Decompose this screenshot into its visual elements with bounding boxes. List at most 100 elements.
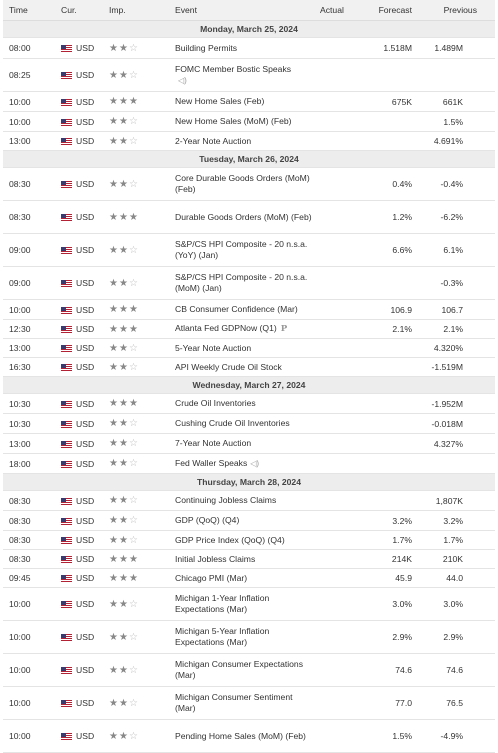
event-row[interactable]: 13:00 USD ★★☆ 7-Year Note Auction 4.327% bbox=[3, 433, 495, 454]
event-name[interactable]: Core Durable Goods Orders (MoM) (Feb) bbox=[169, 167, 314, 201]
event-title[interactable]: Pending Home Sales (MoM) (Feb) bbox=[175, 730, 306, 741]
event-title[interactable]: Michigan Consumer Sentiment (Mar) bbox=[175, 692, 293, 713]
event-title[interactable]: Fed Waller Speaks bbox=[175, 458, 248, 468]
event-title[interactable]: Core Durable Goods Orders (MoM) (Feb) bbox=[175, 173, 310, 194]
event-row[interactable]: 08:00 USD ★★☆ Building Permits 1.518M 1.489M bbox=[3, 37, 495, 59]
event-row[interactable]: 08:25 USD ★★☆ FOMC Member Bostic Speaks ◁) bbox=[3, 58, 495, 92]
event-row[interactable]: 08:30 USD ★★★ Durable Goods Orders (MoM) (F… bbox=[3, 200, 495, 234]
event-time: 09:00 bbox=[3, 266, 55, 300]
event-name[interactable]: Durable Goods Orders (MoM) (Feb) bbox=[169, 200, 314, 234]
event-name[interactable]: GDP (QoQ) (Q4) bbox=[169, 510, 314, 531]
event-row[interactable]: 13:00 USD ★★☆ 2-Year Note Auction 4.691% bbox=[3, 131, 495, 151]
event-name[interactable]: Michigan Consumer Sentiment (Mar) bbox=[169, 686, 314, 720]
event-name[interactable]: 5-Year Note Auction bbox=[169, 338, 314, 358]
event-title[interactable]: Michigan 5-Year Inflation Expectations (… bbox=[175, 626, 270, 647]
header-time[interactable]: Time bbox=[3, 0, 55, 21]
event-name[interactable]: S&P/CS HPI Composite - 20 n.s.a. (MoM) (… bbox=[169, 266, 314, 300]
event-name[interactable]: Cushing Crude Oil Inventories bbox=[169, 413, 314, 434]
event-actual bbox=[314, 686, 354, 720]
header-forecast[interactable]: Forecast bbox=[354, 0, 424, 21]
event-title[interactable]: New Home Sales (Feb) bbox=[175, 96, 265, 106]
event-title[interactable]: CB Consumer Confidence (Mar) bbox=[175, 304, 298, 314]
event-forecast: 6.6% bbox=[354, 233, 424, 267]
event-row[interactable]: 12:30 USD ★★★ Atlanta Fed GDPNow (Q1) P 2.1% 2… bbox=[3, 319, 495, 339]
event-row[interactable]: 10:00 USD ★★☆ Michigan 5-Year Inflation Exp… bbox=[3, 620, 495, 654]
event-name[interactable]: Initial Jobless Claims bbox=[169, 549, 314, 569]
event-title[interactable]: Cushing Crude Oil Inventories bbox=[175, 418, 290, 428]
event-row[interactable]: 09:00 USD ★★☆ S&P/CS HPI Composite - 20 n.s… bbox=[3, 233, 495, 267]
event-importance: ★★★ bbox=[103, 549, 169, 569]
event-name[interactable]: FOMC Member Bostic Speaks ◁) bbox=[169, 58, 314, 92]
event-title[interactable]: Crude Oil Inventories bbox=[175, 398, 256, 408]
event-row[interactable]: 16:30 USD ★★☆ API Weekly Crude Oil Stock -1.… bbox=[3, 357, 495, 377]
event-title[interactable]: Durable Goods Orders (MoM) (Feb) bbox=[175, 211, 312, 222]
event-row[interactable]: 10:30 USD ★★★ Crude Oil Inventories -1.952M bbox=[3, 393, 495, 414]
event-name[interactable]: Pending Home Sales (MoM) (Feb) bbox=[169, 719, 314, 753]
event-title[interactable]: API Weekly Crude Oil Stock bbox=[175, 361, 282, 372]
event-title[interactable]: Initial Jobless Claims bbox=[175, 553, 256, 564]
event-name[interactable]: GDP Price Index (QoQ) (Q4) bbox=[169, 530, 314, 550]
event-name[interactable]: Fed Waller Speaks ◁) bbox=[169, 453, 314, 474]
header-actual[interactable]: Actual bbox=[314, 0, 354, 21]
event-row[interactable]: 10:30 USD ★★☆ Cushing Crude Oil Inventories… bbox=[3, 413, 495, 434]
header-event[interactable]: Event bbox=[169, 0, 314, 21]
event-actual bbox=[314, 393, 354, 414]
event-name[interactable]: 7-Year Note Auction bbox=[169, 433, 314, 454]
event-time: 08:30 bbox=[3, 549, 55, 569]
event-name[interactable]: Michigan 1-Year Inflation Expectations (… bbox=[169, 587, 314, 621]
event-name[interactable]: Chicago PMI (Mar) bbox=[169, 568, 314, 588]
event-title[interactable]: Michigan 1-Year Inflation Expectations (… bbox=[175, 593, 270, 614]
event-previous: -4.9% bbox=[424, 719, 495, 753]
event-previous: -1.519M bbox=[424, 357, 495, 377]
event-name[interactable]: New Home Sales (MoM) (Feb) bbox=[169, 111, 314, 132]
event-title[interactable]: 7-Year Note Auction bbox=[175, 438, 252, 448]
event-actual bbox=[314, 111, 354, 132]
event-row[interactable]: 18:00 USD ★★☆ Fed Waller Speaks ◁) bbox=[3, 453, 495, 474]
event-name[interactable]: CB Consumer Confidence (Mar) bbox=[169, 299, 314, 320]
event-row[interactable]: 10:00 USD ★★☆ New Home Sales (MoM) (Feb) 1.5… bbox=[3, 111, 495, 132]
event-title[interactable]: GDP (QoQ) (Q4) bbox=[175, 515, 240, 525]
header-previous[interactable]: Previous bbox=[424, 0, 495, 21]
event-title[interactable]: 2-Year Note Auction bbox=[175, 135, 252, 146]
event-row[interactable]: 08:30 USD ★★☆ GDP (QoQ) (Q4) 3.2% 3.2% bbox=[3, 510, 495, 531]
event-row[interactable]: 10:00 USD ★★☆ Michigan Consumer Sentiment (… bbox=[3, 686, 495, 720]
event-row[interactable]: 10:00 USD ★★☆ Michigan Consumer Expectation… bbox=[3, 653, 495, 687]
event-name[interactable]: Michigan Consumer Expectations (Mar) bbox=[169, 653, 314, 687]
event-row[interactable]: 09:45 USD ★★★ Chicago PMI (Mar) 45.9 44.0 bbox=[3, 568, 495, 588]
event-name[interactable]: Michigan 5-Year Inflation Expectations (… bbox=[169, 620, 314, 654]
event-previous: 106.7 bbox=[424, 299, 495, 320]
event-row[interactable]: 08:30 USD ★★★ Initial Jobless Claims 214K 210… bbox=[3, 549, 495, 569]
star-icon: ★ bbox=[118, 304, 129, 315]
event-title[interactable]: Atlanta Fed GDPNow (Q1) bbox=[175, 323, 277, 333]
event-title[interactable]: GDP Price Index (QoQ) (Q4) bbox=[175, 534, 285, 545]
event-row[interactable]: 10:00 USD ★★★ CB Consumer Confidence (Mar) 1… bbox=[3, 299, 495, 320]
event-name[interactable]: Building Permits bbox=[169, 37, 314, 59]
event-title[interactable]: Building Permits bbox=[175, 42, 238, 53]
event-name[interactable]: API Weekly Crude Oil Stock bbox=[169, 357, 314, 377]
event-title[interactable]: S&P/CS HPI Composite - 20 n.s.a. (MoM) (… bbox=[175, 272, 308, 293]
event-name[interactable]: Atlanta Fed GDPNow (Q1) P bbox=[169, 319, 314, 339]
header-currency[interactable]: Cur. bbox=[55, 0, 103, 21]
event-title[interactable]: New Home Sales (MoM) (Feb) bbox=[175, 116, 292, 126]
header-importance[interactable]: Imp. bbox=[103, 0, 169, 21]
event-row[interactable]: 08:30 USD ★★☆ GDP Price Index (QoQ) (Q4) 1.7… bbox=[3, 530, 495, 550]
event-row[interactable]: 13:00 USD ★★☆ 5-Year Note Auction 4.320% bbox=[3, 338, 495, 358]
event-name[interactable]: New Home Sales (Feb) bbox=[169, 91, 314, 112]
event-row[interactable]: 08:30 USD ★★☆ Continuing Jobless Claims 1,80… bbox=[3, 490, 495, 511]
event-name[interactable]: Continuing Jobless Claims bbox=[169, 490, 314, 511]
event-row[interactable]: 10:00 USD ★★☆ Pending Home Sales (MoM) (Feb… bbox=[3, 719, 495, 753]
event-title[interactable]: S&P/CS HPI Composite - 20 n.s.a. (YoY) (… bbox=[175, 239, 308, 260]
event-row[interactable]: 10:00 USD ★★☆ Michigan 1-Year Inflation Exp… bbox=[3, 587, 495, 621]
event-title[interactable]: Michigan Consumer Expectations (Mar) bbox=[175, 659, 304, 680]
event-name[interactable]: Crude Oil Inventories bbox=[169, 393, 314, 414]
event-title[interactable]: Chicago PMI (Mar) bbox=[175, 572, 248, 583]
event-row[interactable]: 09:00 USD ★★☆ S&P/CS HPI Composite - 20 n.s… bbox=[3, 266, 495, 300]
event-title[interactable]: Continuing Jobless Claims bbox=[175, 495, 277, 505]
event-title[interactable]: FOMC Member Bostic Speaks bbox=[175, 64, 292, 74]
event-title[interactable]: 5-Year Note Auction bbox=[175, 342, 252, 353]
event-row[interactable]: 10:00 USD ★★★ New Home Sales (Feb) 675K 661K bbox=[3, 91, 495, 112]
event-name[interactable]: 2-Year Note Auction bbox=[169, 131, 314, 151]
event-row[interactable]: 08:30 USD ★★☆ Core Durable Goods Orders (Mo… bbox=[3, 167, 495, 201]
currency-code: USD bbox=[76, 599, 95, 609]
event-name[interactable]: S&P/CS HPI Composite - 20 n.s.a. (YoY) (… bbox=[169, 233, 314, 267]
